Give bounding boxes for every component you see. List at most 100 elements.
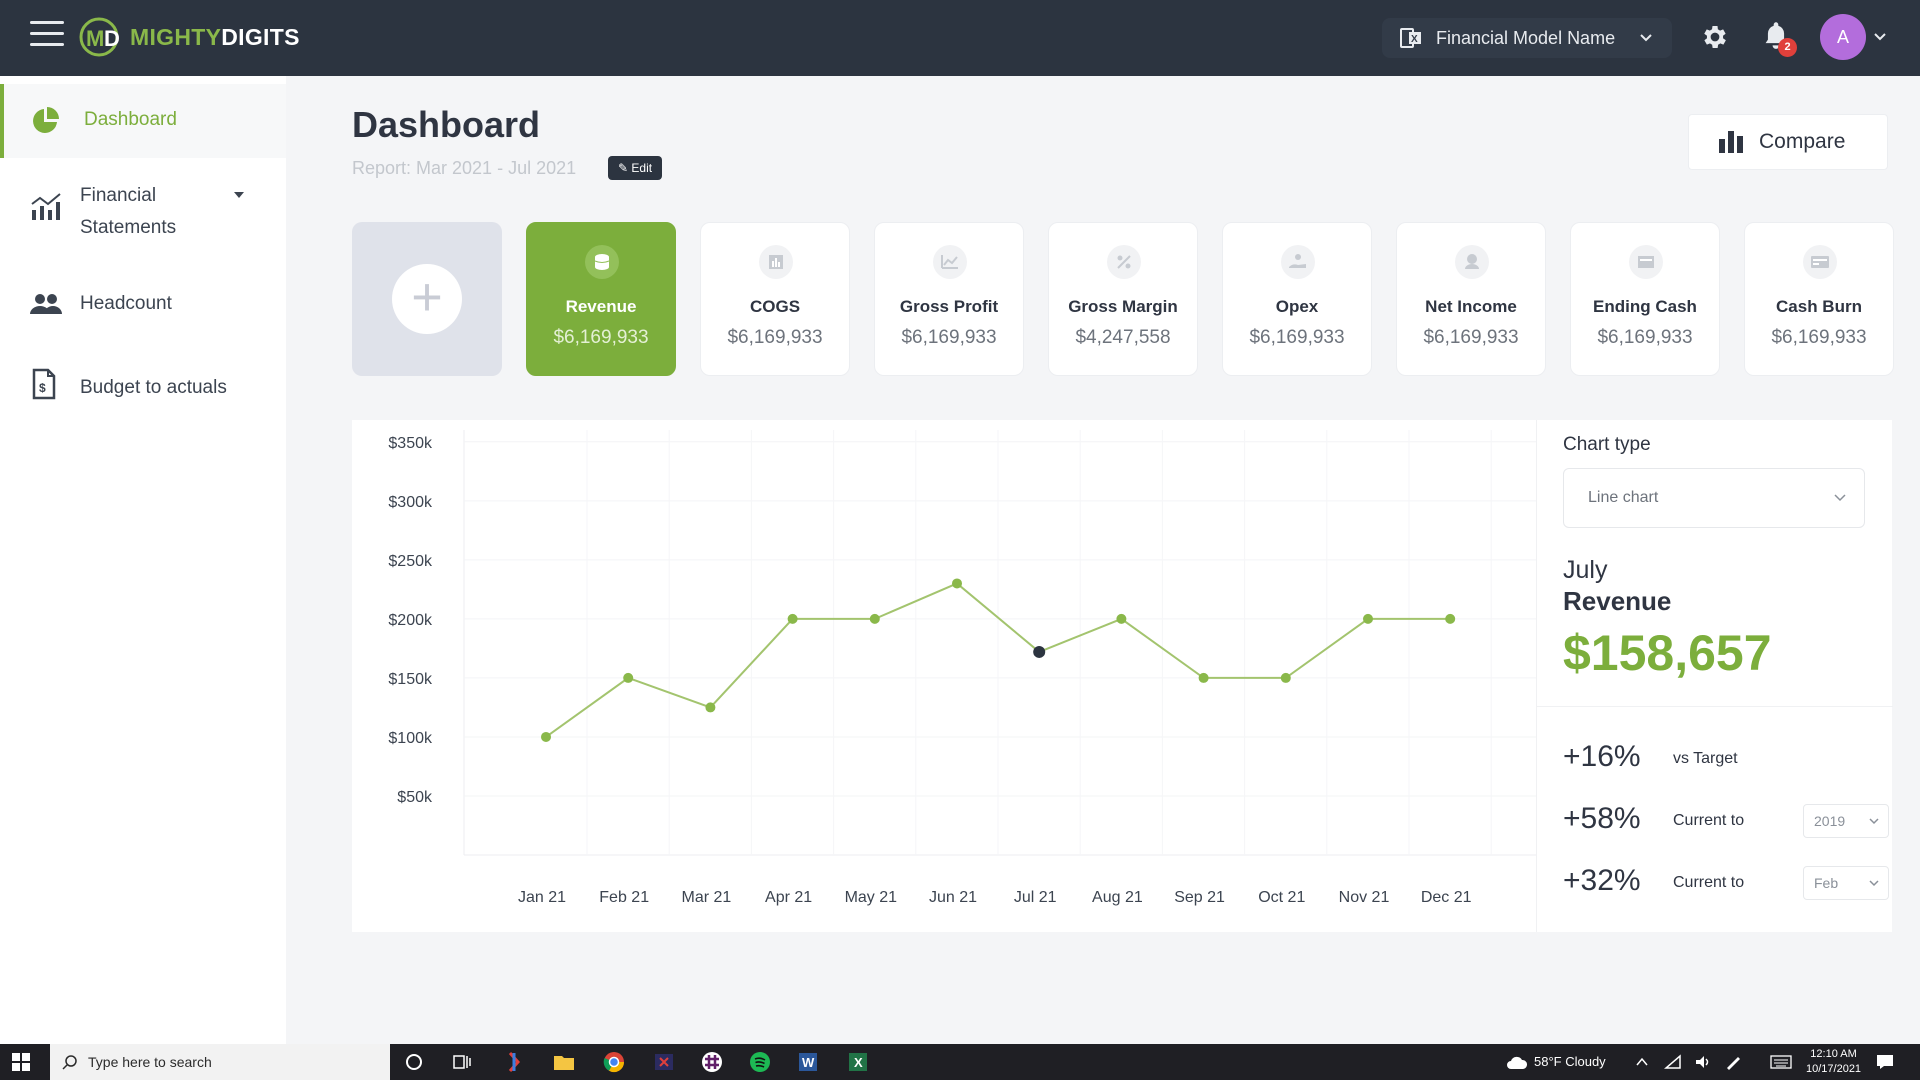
metric-card-cash-burn[interactable]: Cash Burn $6,169,933 — [1744, 222, 1894, 376]
x-tick-label: Apr 21 — [765, 889, 812, 906]
volume-icon[interactable] — [1694, 1054, 1712, 1070]
brand-name: MIGHTYDIGITS — [130, 24, 300, 51]
pen-icon[interactable] — [1724, 1054, 1742, 1070]
logo-mark-icon: M D — [79, 17, 120, 57]
media-app-icon[interactable] — [652, 1050, 676, 1074]
metric-card-cogs[interactable]: COGS $6,169,933 — [700, 222, 850, 376]
x-tick-label: Jul 21 — [1014, 889, 1057, 906]
svg-text:X: X — [854, 1055, 863, 1070]
comparison-row-year: +58% Current to 2019 — [1563, 802, 1889, 842]
selected-month: July — [1563, 556, 1608, 584]
chevron-down-icon[interactable] — [1872, 30, 1888, 44]
sidebar-item-label: Dashboard — [84, 109, 177, 130]
metric-name: Cash Burn — [1776, 297, 1862, 316]
data-point — [705, 702, 716, 713]
slack-icon[interactable] — [700, 1050, 724, 1074]
chart-type-select[interactable]: Line chart — [1563, 468, 1865, 528]
chart-type-value: Line chart — [1588, 489, 1659, 506]
compare-button[interactable]: Compare — [1688, 114, 1888, 170]
file-explorer-icon[interactable] — [552, 1050, 576, 1074]
clock-date: 10/17/2021 — [1806, 1063, 1862, 1075]
comparison-year-select[interactable]: 2019 — [1803, 804, 1889, 838]
chart-type-label: Chart type — [1563, 434, 1651, 455]
spotify-icon[interactable] — [748, 1050, 772, 1074]
y-tick-label: $50k — [397, 789, 433, 806]
page-title: Dashboard — [352, 104, 541, 145]
comparison-month-select[interactable]: Feb — [1803, 866, 1889, 900]
series-line — [545, 582, 1451, 738]
task-view-icon[interactable] — [450, 1050, 474, 1074]
compare-button-label: Compare — [1759, 130, 1846, 153]
sidebar-item-label-line2: Statements — [80, 217, 177, 238]
sidebar-item-label: Budget to actuals — [80, 377, 227, 398]
chrome-icon[interactable] — [602, 1050, 626, 1074]
metric-value: $6,169,933 — [1771, 327, 1867, 348]
hand-coin-icon — [1281, 245, 1315, 279]
weather-widget[interactable]: 58°F Cloudy — [1506, 1054, 1606, 1070]
sidebar-item-financial-statements[interactable]: Financial Statements — [0, 180, 286, 254]
metric-card-gross-margin[interactable]: Gross Margin $4,247,558 — [1048, 222, 1198, 376]
comparison-label: Current to — [1673, 874, 1745, 891]
sidebar: Dashboard Financial Statements Headcount… — [0, 76, 286, 1044]
sidebar-item-label: Headcount — [80, 293, 172, 314]
x-tick-label: May 21 — [845, 889, 898, 906]
bar-chart-icon — [759, 245, 793, 279]
x-tick-label: Jun 21 — [929, 889, 977, 906]
windows-taskbar: Type here to search W X 58°F Cloudy 12:1… — [0, 1044, 1920, 1080]
metric-value: $6,169,933 — [553, 327, 649, 348]
comparison-percent: +32% — [1563, 864, 1641, 897]
notification-count-badge: 2 — [1778, 38, 1797, 57]
comparison-row-month: +32% Current to Feb — [1563, 864, 1889, 904]
svg-text:W: W — [802, 1055, 815, 1070]
y-tick-label: $100k — [388, 730, 433, 747]
cash-icon — [1629, 245, 1663, 279]
metric-card-net-income[interactable]: Net Income $6,169,933 — [1396, 222, 1546, 376]
taskbar-search[interactable]: Type here to search — [50, 1044, 390, 1080]
search-placeholder: Type here to search — [88, 1054, 212, 1070]
data-point — [623, 672, 634, 683]
chevron-down-icon — [1640, 34, 1652, 42]
word-icon[interactable]: W — [796, 1050, 820, 1074]
revenue-line-chart[interactable]: $350k $300k $250k $200k $150k $100k $50k Jan 21… — [352, 420, 1536, 932]
add-metric-card[interactable]: + — [352, 222, 502, 376]
windows-start-icon[interactable] — [12, 1053, 30, 1071]
svg-text:D: D — [104, 26, 120, 51]
chevron-up-icon[interactable] — [1634, 1054, 1650, 1070]
pencil-icon: ✎ — [618, 161, 629, 175]
notifications-icon[interactable] — [1876, 1054, 1894, 1070]
comparison-percent: +58% — [1563, 802, 1641, 835]
avatar[interactable]: A — [1820, 14, 1866, 60]
document-money-icon: $ — [32, 368, 56, 400]
metric-value: $6,169,933 — [1423, 327, 1519, 348]
caret-down-icon — [234, 192, 244, 198]
card-icon — [1803, 245, 1837, 279]
x-tick-label: Mar 21 — [682, 889, 732, 906]
clock[interactable]: 12:10 AM 10/17/2021 — [1806, 1047, 1861, 1077]
metric-card-gross-profit[interactable]: Gross Profit $6,169,933 — [874, 222, 1024, 376]
metric-card-opex[interactable]: Opex $6,169,933 — [1222, 222, 1372, 376]
brand-logo[interactable]: M D MIGHTYDIGITS — [78, 16, 300, 58]
menu-icon[interactable] — [30, 21, 64, 49]
gear-icon[interactable] — [1700, 22, 1730, 52]
cortana-icon[interactable] — [402, 1050, 426, 1074]
financial-model-select[interactable]: X Financial Model Name — [1382, 18, 1672, 58]
app-icon[interactable] — [502, 1050, 526, 1074]
plus-icon: + — [392, 264, 462, 334]
sidebar-item-dashboard[interactable]: Dashboard — [0, 84, 286, 158]
metric-card-revenue[interactable]: Revenue $6,169,933 — [526, 222, 676, 376]
y-tick-label: $150k — [388, 671, 433, 688]
metric-card-ending-cash[interactable]: Ending Cash $6,169,933 — [1570, 222, 1720, 376]
metric-value: $6,169,933 — [901, 327, 997, 348]
data-point — [787, 613, 798, 624]
metric-value: $6,169,933 — [1249, 327, 1345, 348]
excel-icon[interactable]: X — [846, 1050, 870, 1074]
sidebar-item-budget-to-actuals[interactable]: $ Budget to actuals — [0, 366, 286, 416]
edit-report-button[interactable]: ✎ Edit — [608, 156, 663, 180]
sidebar-item-headcount[interactable]: Headcount — [0, 286, 286, 336]
keyboard-icon[interactable] — [1770, 1054, 1792, 1070]
coins-icon — [585, 245, 619, 279]
network-icon[interactable] — [1664, 1054, 1682, 1070]
data-point — [1116, 613, 1127, 624]
brand-name-a: MIGHTY — [130, 23, 222, 50]
divider — [1537, 706, 1893, 707]
